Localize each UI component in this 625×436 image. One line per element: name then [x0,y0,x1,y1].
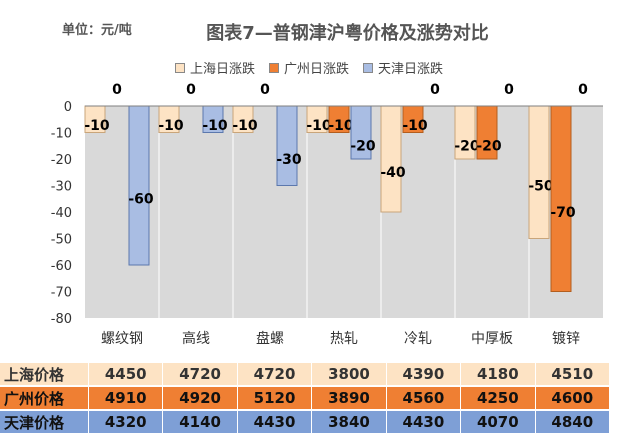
data-label: -20 [476,139,502,155]
data-label: -10 [402,118,428,134]
x-tick-label: 冷轧 [404,331,432,347]
x-tick-label: 盘螺 [256,330,284,347]
data-label: -10 [202,118,228,134]
data-label: -10 [84,118,110,134]
data-label: -70 [550,205,576,221]
table-cell: 4600 [535,386,611,411]
unit-label: 单位：元/吨 [62,23,132,38]
table-cell: 4450 [88,363,164,387]
y-tick-label: -60 [51,259,72,274]
data-label: -40 [380,165,406,181]
data-label: -20 [454,139,480,155]
legend-swatch-guangzhou [269,62,280,73]
x-tick-label: 中厚板 [471,331,513,347]
table-cell: 4840 [535,410,611,435]
data-label: 0 [186,82,196,98]
legend-item-shanghai: 上海日涨跌 [175,58,255,77]
chart-title: 图表7—普钢津沪粤价格及涨势对比 [206,23,489,44]
table-cell: 4320 [88,410,164,435]
row-label: 上海价格 [0,363,89,387]
table-cell: 5120 [237,386,313,411]
data-label: -60 [128,192,154,208]
legend-item-tianjin: 天津日涨跌 [363,58,443,77]
data-label: 0 [504,82,514,98]
table-cell: 4180 [460,363,536,387]
x-tick-label: 镀锌 [552,330,580,347]
table-cell: 4920 [162,386,238,411]
y-tick-label: 0 [64,100,72,115]
data-label: 0 [112,82,122,98]
table-row: 天津价格 4320 4140 4430 3840 4430 4070 4840 [0,410,611,435]
legend-item-guangzhou: 广州日涨跌 [269,58,349,77]
data-label: 0 [260,82,270,98]
y-tick-label: -40 [51,206,72,221]
price-table: 上海价格 4450 4720 4720 3800 4390 4180 4510 广州价格 4910… [0,363,611,435]
bar-2 [128,105,150,266]
data-label: -10 [306,118,332,134]
table-cell: 4560 [386,386,462,411]
legend-swatch-shanghai [175,62,185,73]
data-label: -10 [328,118,354,134]
table-cell: 4070 [460,410,536,435]
table-cell: 4430 [386,410,462,435]
data-label: 0 [430,82,440,98]
y-tick-label: -70 [51,286,72,301]
y-tick-label: -20 [51,153,72,168]
row-label: 天津价格 [0,410,89,435]
table-row: 上海价格 4450 4720 4720 3800 4390 4180 4510 [0,363,611,387]
legend-swatch-tianjin [363,62,374,73]
row-label: 广州价格 [0,386,89,411]
x-tick-label: 高线 [182,330,210,347]
data-label: 0 [578,82,588,98]
table-cell: 4140 [162,410,238,435]
plot-area [85,106,603,318]
bar-0 [380,105,402,213]
data-label: -20 [350,139,376,155]
data-label: -30 [276,152,302,168]
table-cell: 4910 [88,386,164,411]
data-label: -10 [158,118,184,134]
table-cell: 4720 [162,363,238,387]
table-cell: 4720 [237,363,313,387]
legend-label-shanghai: 上海日涨跌 [190,62,256,77]
y-tick-label: -10 [51,127,72,142]
data-label: -10 [232,118,258,134]
data-label: -50 [528,178,554,194]
y-tick-label: -30 [51,180,72,195]
table-cell: 4510 [535,363,611,387]
bar-2 [276,105,298,186]
table-cell: 3840 [311,410,387,435]
legend-label-tianjin: 天津日涨跌 [378,62,444,77]
table-row: 广州价格 4910 4920 5120 3890 4560 4250 4600 [0,386,611,411]
x-tick-label: 螺纹钢 [101,331,143,347]
bar-chart: 0 -10 -20 -30 -40 -50 -60 -70 -80 螺纹钢 -10 0 -60 高线 -10… [51,82,603,347]
bar-0 [528,105,550,239]
legend-label-guangzhou: 广州日涨跌 [284,62,350,77]
y-tick-label: -80 [51,312,72,327]
table-cell: 4430 [237,410,313,435]
y-tick-label: -50 [51,233,72,248]
legend: 上海日涨跌 广州日涨跌 天津日涨跌 [175,58,443,77]
x-tick-label: 热轧 [330,331,358,347]
table-cell: 4390 [386,363,462,387]
bar-1 [550,105,572,292]
table-cell: 3800 [311,363,387,387]
table-cell: 3890 [311,386,387,411]
table-cell: 4250 [460,386,536,411]
